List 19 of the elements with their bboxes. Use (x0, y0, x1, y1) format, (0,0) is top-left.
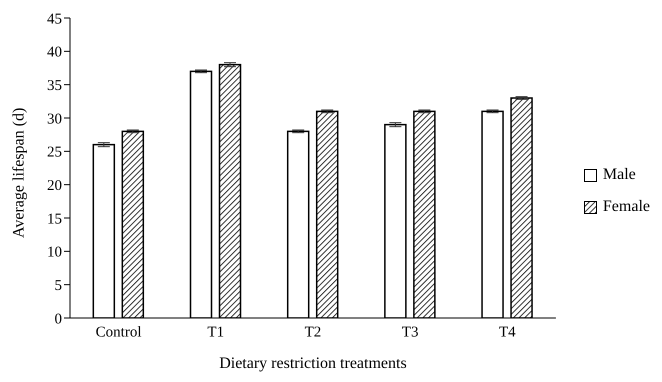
x-tick-label: T3 (402, 324, 418, 341)
y-tick-label: 30 (47, 111, 62, 128)
y-tick-label: 20 (47, 178, 62, 194)
x-tick-label: T1 (207, 324, 224, 341)
y-axis-title: Average lifespan (d) (10, 108, 28, 238)
legend-label: Male (602, 166, 636, 184)
x-tick-label: T4 (498, 324, 516, 341)
x-tick-label: Control (96, 324, 142, 341)
y-tick-label: 15 (47, 211, 62, 228)
y-tick-label: 40 (47, 44, 62, 61)
y-tick-label: 10 (47, 244, 62, 261)
y-tick-label: 0 (54, 311, 62, 328)
legend-label: Female (602, 198, 650, 216)
x-axis-title: Dietary restriction treatments (219, 355, 407, 372)
y-tick-label: 45 (47, 11, 62, 28)
y-tick-label: 5 (54, 278, 62, 294)
y-tick-label: 25 (47, 144, 62, 161)
x-tick-label: T2 (304, 324, 322, 341)
y-tick-label: 35 (47, 78, 62, 94)
